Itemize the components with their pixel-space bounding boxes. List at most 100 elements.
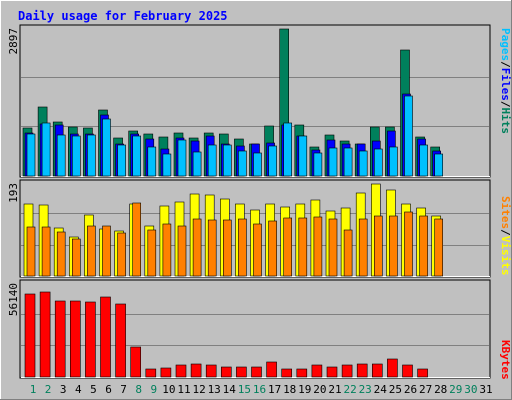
x-tick-label: 20	[313, 383, 326, 396]
legend-entry: Hits	[499, 108, 512, 135]
x-tick-label: 18	[283, 383, 296, 396]
x-tick-label: 30	[464, 383, 477, 396]
pages-bar	[253, 152, 262, 177]
panel-middle-legend: Sites/Visits	[499, 196, 512, 276]
pages-bar	[419, 144, 428, 177]
kbytes-bar	[311, 364, 323, 378]
sites-bar	[177, 225, 187, 277]
sites-bar	[419, 215, 428, 277]
panel-bottom-max-label: 56140	[7, 283, 20, 316]
kbytes-bar	[417, 368, 428, 378]
sites-bar	[313, 216, 323, 277]
pages-bar	[223, 144, 232, 177]
x-tick-label: 31	[479, 383, 492, 396]
x-tick-label: 10	[162, 383, 175, 396]
x-tick-label: 24	[374, 383, 388, 396]
legend-entry: /	[499, 61, 512, 68]
kbytes-bar	[371, 363, 383, 378]
legend-entry: KBytes	[499, 340, 512, 380]
panel-bottom-legend: KBytes	[499, 340, 512, 380]
sites-bar	[117, 232, 126, 277]
pages-bar	[207, 144, 217, 177]
x-tick-label: 7	[120, 383, 127, 396]
sites-bar	[72, 238, 81, 277]
legend-entry: Visits	[499, 236, 512, 276]
x-tick-label: 11	[177, 383, 190, 396]
kbytes-bar	[205, 364, 217, 378]
kbytes-bar	[100, 296, 111, 378]
x-tick-label: 12	[192, 383, 205, 396]
x-tick-label: 28	[434, 383, 447, 396]
x-tick-label: 29	[449, 383, 462, 396]
kbytes-bar	[251, 366, 262, 378]
pages-bar	[328, 147, 338, 177]
pages-bar	[373, 148, 383, 177]
sites-bar	[268, 220, 277, 277]
pages-bar	[56, 134, 66, 177]
x-tick-label: 25	[389, 383, 402, 396]
x-tick-label: 8	[135, 383, 142, 396]
sites-bar	[238, 218, 247, 277]
pages-bar	[41, 122, 51, 177]
x-tick-label: 21	[328, 383, 341, 396]
chart-title: Daily usage for February 2025	[18, 9, 228, 23]
sites-bar	[404, 211, 413, 277]
kbytes-bar	[236, 366, 247, 378]
kbytes-bar	[326, 366, 338, 378]
x-axis-day-labels: 1 2 3 4 5 6 7 8 9 10 11 12 13 14 15 16 17 18 19 20 21 22 23 24 2…	[30, 383, 493, 396]
kbytes-bar	[115, 303, 126, 378]
sites-bar	[223, 219, 232, 277]
sites-bar	[87, 225, 96, 277]
x-tick-label: 1	[30, 383, 37, 396]
sites-bar	[298, 217, 308, 277]
panel-middle-bars	[23, 183, 444, 277]
pages-bar	[358, 150, 368, 177]
pages-bar	[389, 146, 398, 177]
sites-bar	[373, 215, 383, 277]
pages-bar	[132, 135, 141, 177]
sites-bar	[56, 231, 66, 277]
pages-bar	[283, 122, 293, 177]
kbytes-bar	[70, 300, 81, 378]
pages-bar	[26, 133, 36, 177]
panel-bottom-bars	[24, 291, 428, 378]
sites-bar	[328, 218, 338, 277]
kbytes-bar	[39, 291, 51, 378]
panel-bottom-gridlines	[21, 314, 489, 346]
pages-bar	[313, 152, 323, 177]
sites-bar	[147, 229, 157, 277]
sites-bar	[132, 202, 141, 277]
kbytes-bar	[221, 366, 232, 378]
x-tick-label: 4	[75, 383, 82, 396]
kbytes-bar	[175, 364, 187, 378]
x-tick-label: 5	[90, 383, 97, 396]
x-tick-label: 15	[238, 383, 251, 396]
pages-bar	[434, 153, 444, 177]
kbytes-bar	[266, 361, 277, 378]
pages-bar	[162, 153, 172, 177]
panel-top: 2897 Pages/Files/Hits	[7, 24, 512, 178]
pages-bar	[72, 135, 81, 177]
x-tick-label: 13	[208, 383, 221, 396]
kbytes-bar	[296, 368, 308, 378]
x-tick-label: 26	[404, 383, 417, 396]
x-tick-label: 19	[298, 383, 311, 396]
kbytes-bar	[341, 364, 353, 378]
pages-bar	[177, 139, 187, 177]
pages-bar	[268, 145, 277, 177]
legend-entry: /	[499, 101, 512, 108]
kbytes-bar	[54, 300, 66, 378]
sites-bar	[434, 218, 444, 277]
sites-bar	[102, 225, 111, 277]
x-tick-label: 3	[60, 383, 67, 396]
pages-bar	[117, 144, 126, 177]
kbytes-bar	[85, 301, 96, 378]
kbytes-bar	[190, 363, 202, 378]
pages-bar	[102, 118, 111, 177]
x-tick-label: 27	[419, 383, 432, 396]
kbytes-bar	[160, 367, 172, 378]
pages-bar	[192, 151, 202, 177]
x-tick-label: 23	[359, 383, 372, 396]
panel-top-max-label: 2897	[7, 28, 20, 55]
